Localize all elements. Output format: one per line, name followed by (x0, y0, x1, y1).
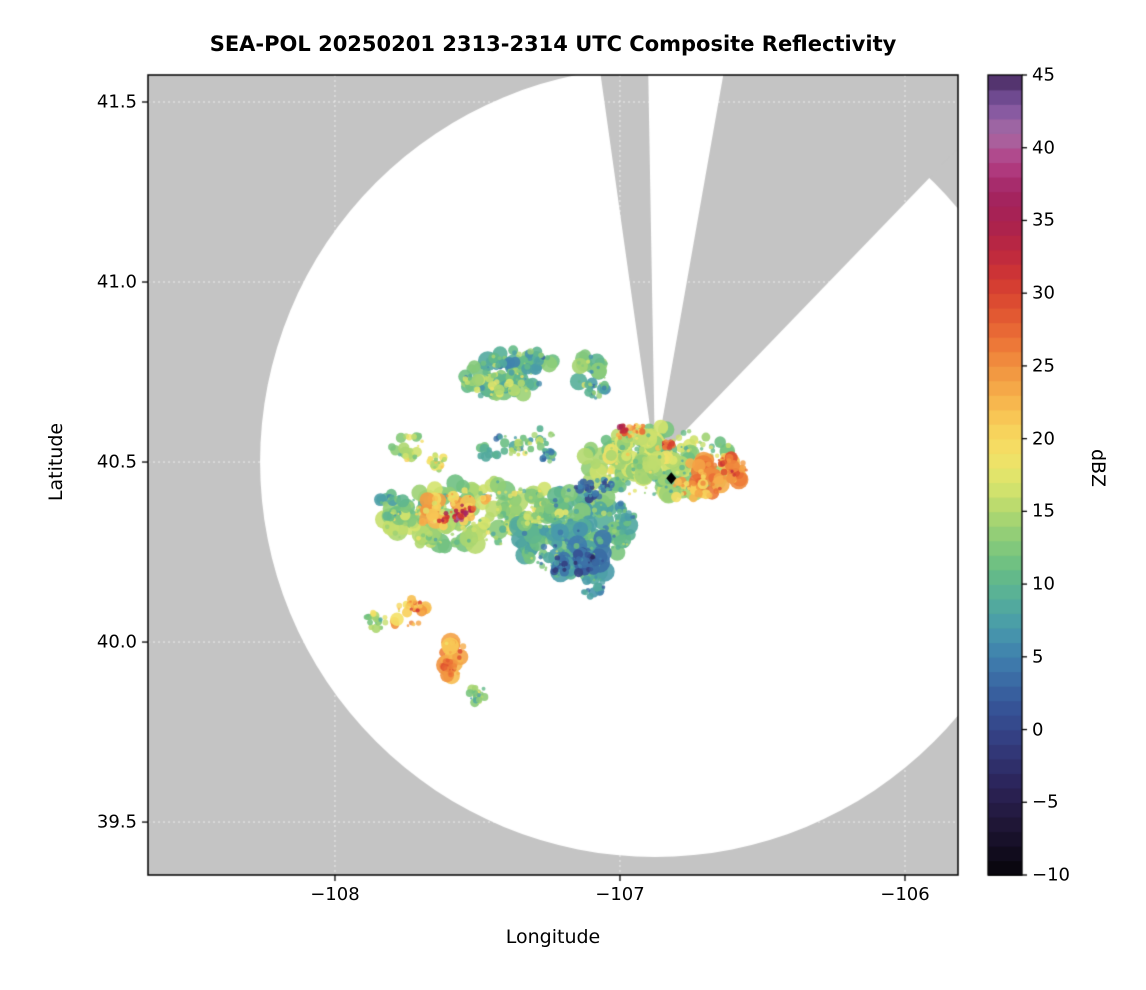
colorbar-tick-label: 30 (1032, 282, 1055, 304)
x-tick-label: −108 (310, 884, 360, 905)
y-tick-label: 41.5 (96, 91, 137, 113)
colorbar-tick-label: 20 (1032, 428, 1055, 450)
colorbar-tick-label: 40 (1032, 137, 1055, 159)
y-tick-label: 41.0 (96, 271, 137, 293)
colorbar-tick-label: 15 (1032, 500, 1055, 522)
y-axis-label: Latitude (45, 422, 67, 502)
x-tick-label: −107 (595, 884, 645, 905)
colorbar-tick-label: 25 (1032, 355, 1055, 377)
y-tick-label: 40.0 (96, 631, 137, 653)
x-tick-label: −106 (880, 884, 930, 905)
colorbar-tick-label: 10 (1032, 573, 1055, 595)
y-tick-label: 39.5 (96, 811, 137, 833)
colorbar-tick-label: −5 (1032, 791, 1059, 813)
colorbar-tick-label: −10 (1032, 864, 1070, 886)
x-axis-label: Longitude (505, 926, 601, 948)
colorbar-tick-label: 45 (1032, 64, 1055, 86)
colorbar-tick-label: 5 (1032, 646, 1044, 668)
colorbar-tick-label: 0 (1032, 719, 1044, 741)
y-tick-label: 40.5 (96, 451, 137, 473)
colorbar-label: dBZ (1087, 448, 1109, 488)
colorbar-tick-label: 35 (1032, 209, 1055, 231)
chart-title: SEA-POL 20250201 2313-2314 UTC Composite… (209, 32, 897, 56)
